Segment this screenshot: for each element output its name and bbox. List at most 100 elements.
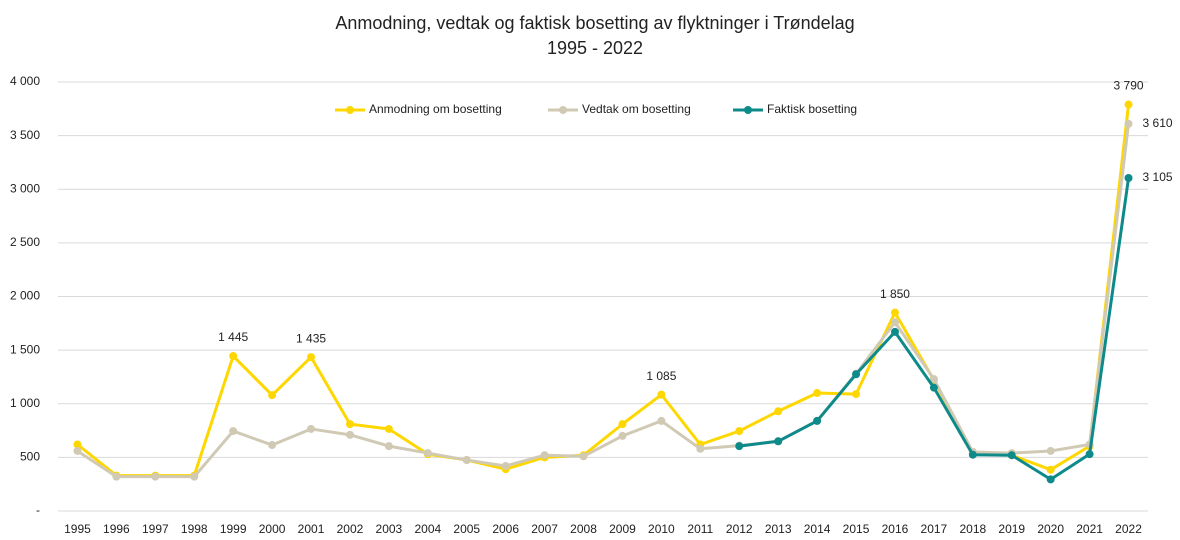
legend-marker <box>559 106 567 114</box>
data-point <box>268 391 277 400</box>
data-point <box>1124 119 1133 128</box>
data-point <box>1046 475 1055 484</box>
data-point <box>890 308 899 317</box>
data-label: 1 085 <box>646 369 676 383</box>
data-point <box>73 446 82 455</box>
x-tick-label: 2001 <box>298 522 325 535</box>
data-point <box>190 472 199 481</box>
x-tick-label: 2022 <box>1115 522 1142 535</box>
x-tick-label: 2015 <box>843 522 870 535</box>
x-tick-label: 1996 <box>103 522 130 535</box>
data-point <box>774 437 783 446</box>
x-tick-label: 2005 <box>453 522 480 535</box>
x-tick-label: 2014 <box>804 522 831 535</box>
data-label: 1 435 <box>296 331 326 345</box>
x-tick-label: 2012 <box>726 522 753 535</box>
y-tick-label: 1 500 <box>10 342 40 356</box>
data-point <box>345 420 354 429</box>
x-tick-label: 2009 <box>609 522 636 535</box>
x-tick-label: 2019 <box>998 522 1025 535</box>
data-point <box>968 450 977 459</box>
data-point <box>384 442 393 451</box>
data-point <box>462 456 471 465</box>
legend-label: Vedtak om bosetting <box>582 102 691 116</box>
x-tick-label: 2004 <box>414 522 441 535</box>
data-point <box>1046 446 1055 455</box>
data-point <box>735 442 744 451</box>
x-tick-label: 2016 <box>882 522 909 535</box>
data-point <box>151 472 160 481</box>
x-tick-label: 2007 <box>531 522 558 535</box>
data-point <box>268 441 277 450</box>
y-tick-label: - <box>36 503 40 517</box>
x-tick-label: 2011 <box>687 522 713 535</box>
data-point <box>229 352 238 361</box>
data-point <box>813 389 822 398</box>
x-tick-label: 2017 <box>921 522 948 535</box>
data-point <box>929 383 938 392</box>
x-tick-label: 2008 <box>570 522 597 535</box>
data-point <box>813 416 822 425</box>
data-point <box>657 390 666 399</box>
data-point <box>774 407 783 416</box>
series-line <box>76 123 1131 479</box>
data-point <box>1085 450 1094 459</box>
y-tick-label: 4 000 <box>10 74 40 88</box>
x-tick-label: 1999 <box>220 522 247 535</box>
data-label: 1 445 <box>218 330 248 344</box>
x-tick-label: 2003 <box>376 522 403 535</box>
x-tick-label: 1997 <box>142 522 169 535</box>
data-point <box>1124 173 1133 182</box>
data-point <box>890 318 899 327</box>
data-point <box>696 444 705 453</box>
data-point <box>345 430 354 439</box>
data-point <box>73 440 82 449</box>
y-tick-label: 2 000 <box>10 289 40 303</box>
x-tick-label: 1995 <box>64 522 91 535</box>
data-point <box>229 427 238 436</box>
x-tick-label: 1998 <box>181 522 208 535</box>
data-point <box>1046 465 1055 474</box>
data-point <box>112 472 121 481</box>
chart-subtitle: 1995 - 2022 <box>547 38 643 58</box>
y-tick-label: 1 000 <box>10 396 40 410</box>
series-line <box>76 104 1131 478</box>
y-tick-label: 3 500 <box>10 128 40 142</box>
legend-label: Faktisk bosetting <box>767 102 857 116</box>
x-tick-label: 2000 <box>259 522 286 535</box>
x-tick-label: 2006 <box>492 522 519 535</box>
legend-label: Anmodning om bosetting <box>369 102 502 116</box>
x-tick-label: 2013 <box>765 522 792 535</box>
x-tick-label: 2018 <box>959 522 986 535</box>
data-point <box>579 452 588 461</box>
data-point <box>852 390 861 399</box>
data-point <box>618 431 627 440</box>
chart-title: Anmodning, vedtak og faktisk bosetting a… <box>335 13 854 33</box>
x-tick-label: 2010 <box>648 522 675 535</box>
legend-marker <box>346 106 354 114</box>
data-point <box>735 427 744 436</box>
data-label: 3 610 <box>1143 116 1173 130</box>
x-tick-label: 2021 <box>1076 522 1103 535</box>
data-point <box>423 449 432 458</box>
y-tick-label: 3 000 <box>10 181 40 195</box>
y-tick-label: 500 <box>20 450 40 464</box>
series-line <box>739 177 1131 481</box>
data-point <box>1124 100 1133 109</box>
data-point <box>890 327 899 336</box>
x-tick-label: 2002 <box>337 522 364 535</box>
data-point <box>1007 451 1016 460</box>
data-label: 1 850 <box>880 287 910 301</box>
legend-marker <box>744 106 752 114</box>
data-point <box>540 451 549 460</box>
x-tick-label: 2020 <box>1037 522 1064 535</box>
data-point <box>618 420 627 429</box>
data-point <box>929 375 938 384</box>
y-tick-label: 2 500 <box>10 235 40 249</box>
data-point <box>657 416 666 425</box>
data-label: 3 790 <box>1114 79 1144 93</box>
data-label: 3 105 <box>1143 170 1173 184</box>
data-point <box>384 424 393 433</box>
data-point <box>307 353 316 362</box>
